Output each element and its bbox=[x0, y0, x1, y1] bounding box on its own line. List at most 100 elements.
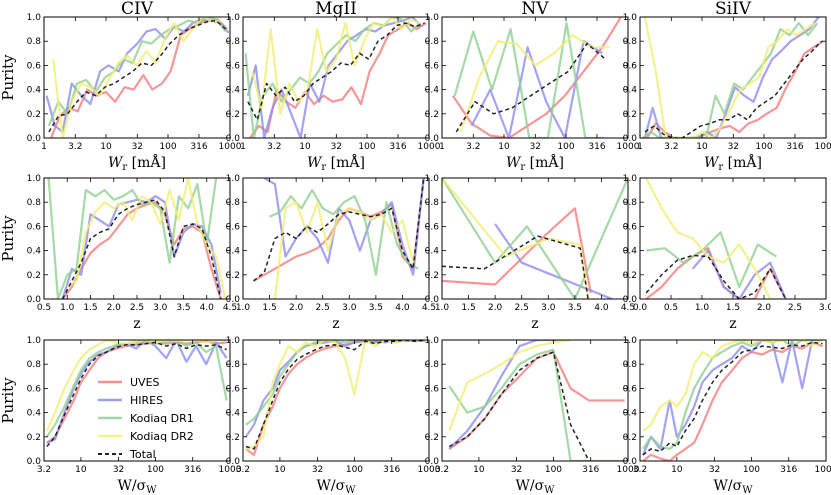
y-tick-label: 1.0 bbox=[425, 174, 440, 184]
y-tick-label: 0.6 bbox=[27, 222, 42, 232]
x-tick-label: 10 bbox=[473, 465, 485, 475]
y-tick-label: 0.4 bbox=[27, 247, 42, 257]
y-tick-label: 0.2 bbox=[425, 110, 439, 120]
panel-siiv-row2: 0.0 0.2 0.4 0.6 0.8 1.0 0.0 0.5 1.0 1.5 2.0 2.5 3.0 z bbox=[623, 174, 831, 332]
y-tick-label: 1.0 bbox=[425, 336, 440, 346]
series-group bbox=[448, 340, 625, 461]
x-tick-label: 3.5 bbox=[176, 303, 190, 313]
series-line-kodiaq-dr1 bbox=[453, 22, 604, 138]
x-axis-label-main: z bbox=[133, 316, 140, 332]
series-line-kodiaq-dr2 bbox=[66, 178, 227, 299]
series-line-kodiaq-dr2 bbox=[251, 17, 421, 115]
series-line-kodiaq-dr2 bbox=[459, 34, 610, 133]
x-tick-label: 100 bbox=[147, 465, 164, 475]
y-tick-label: 0.4 bbox=[425, 409, 440, 419]
series-line-kodiaq-dr1 bbox=[47, 178, 218, 299]
x-tick-label: 2.5 bbox=[316, 303, 330, 313]
x-tick-label: 0.5 bbox=[37, 303, 51, 313]
panel-frame bbox=[441, 339, 629, 462]
panel-nv-row1: 0.0 0.2 0.4 0.6 0.8 1.0 1 3.2 10 32 100 316 1000 Wr [… bbox=[425, 0, 640, 173]
y-tick-label: 0.0 bbox=[27, 295, 42, 305]
y-tick-label: 1.0 bbox=[27, 336, 42, 346]
x-tick-label: 1000 bbox=[617, 465, 640, 475]
series-line-total bbox=[253, 178, 425, 282]
x-tick-label: 3.0 bbox=[819, 303, 831, 313]
panel-civ-row2: 0.0 0.2 0.4 0.6 0.8 1.0 0.5 1.0 1.5 2.0 2.5 3.0 3.5 4… bbox=[0, 174, 237, 332]
panel-siiv-row1: 0.0 0.2 0.4 0.6 0.8 1.0 1 3.2 10 32 100 316 1000 Wr [… bbox=[623, 0, 831, 173]
x-tick-label: 3.5 bbox=[568, 303, 582, 313]
x-axis-label-main: z bbox=[729, 316, 736, 332]
x-tick-label: 1 bbox=[41, 142, 47, 152]
x-tick-label: 32 bbox=[331, 142, 342, 152]
y-tick-label: 0.4 bbox=[425, 86, 440, 96]
x-axis-label: W/σW bbox=[516, 478, 556, 495]
series-line-hires bbox=[448, 340, 571, 450]
x-tick-label: 10 bbox=[299, 142, 311, 152]
series-group bbox=[45, 340, 228, 447]
x-tick-label: 316 bbox=[588, 142, 605, 152]
series-line-total bbox=[448, 351, 590, 461]
x-tick-label: 316 bbox=[780, 465, 797, 475]
x-tick-label: 2.0 bbox=[107, 303, 122, 313]
x-axis-label-main: W/σ bbox=[516, 478, 545, 494]
x-axis-label-unit: [mÅ] bbox=[723, 153, 762, 171]
series-group bbox=[641, 340, 824, 461]
x-axis-label: Wr [mÅ] bbox=[307, 153, 365, 173]
x-tick-label: 2.5 bbox=[515, 303, 529, 313]
x-tick-label: 316 bbox=[383, 465, 400, 475]
series-line-kodiaq-dr1 bbox=[269, 189, 419, 276]
x-axis-label-main: W/σ bbox=[118, 478, 147, 494]
series-line-uves bbox=[442, 207, 592, 294]
panel-title-mgii: MgII bbox=[315, 0, 357, 19]
y-tick-label: 0.0 bbox=[226, 134, 241, 144]
x-tick-label: 1.5 bbox=[461, 303, 475, 313]
series-line-total bbox=[245, 340, 426, 450]
x-tick-label: 32 bbox=[113, 465, 124, 475]
x-tick-label: 4.5 bbox=[621, 303, 635, 313]
x-tick-label: 100 bbox=[557, 142, 574, 152]
x-tick-label: 1000 bbox=[617, 142, 640, 152]
y-tick-label: 0.8 bbox=[27, 37, 42, 47]
y-tick-label: 0.0 bbox=[226, 295, 241, 305]
series-line-total bbox=[61, 199, 222, 299]
series-line-kodiaq-dr2 bbox=[643, 17, 816, 138]
y-tick-label: 0.8 bbox=[226, 360, 241, 370]
x-tick-label: 10 bbox=[498, 142, 510, 152]
y-tick-label: 0.4 bbox=[27, 86, 42, 96]
y-tick-label: 0.4 bbox=[425, 247, 440, 257]
panel-mgii-row1: 0.0 0.2 0.4 0.6 0.8 1.0 1 3.2 10 32 100 316 1000 Wr [… bbox=[226, 0, 441, 173]
x-axis-label-sub: r bbox=[520, 162, 525, 173]
panel-nv-row3: 0.0 0.2 0.4 0.6 0.8 1.0 3.2 10 32 100 316 1000 W/σW bbox=[425, 336, 640, 495]
series-line-uves bbox=[646, 40, 824, 138]
y-tick-label: 0.4 bbox=[226, 409, 241, 419]
x-tick-label: 32 bbox=[728, 142, 739, 152]
x-tick-label: 32 bbox=[511, 465, 522, 475]
y-tick-label: 0.8 bbox=[623, 360, 638, 370]
y-tick-label: 0.6 bbox=[425, 384, 440, 394]
series-line-total bbox=[642, 341, 823, 456]
x-tick-label: 32 bbox=[132, 142, 143, 152]
x-axis-label-main: W/σ bbox=[714, 478, 743, 494]
y-tick-label: 0.6 bbox=[27, 61, 42, 71]
legend-label-kodiaq-dr1: Kodiaq DR1 bbox=[130, 412, 194, 425]
y-tick-label: 0.0 bbox=[27, 457, 42, 467]
x-axis-label: z bbox=[133, 316, 140, 332]
x-axis-label: W/σW bbox=[317, 478, 357, 495]
x-tick-label: 1.0 bbox=[435, 303, 450, 313]
series-line-uves bbox=[245, 340, 426, 456]
x-tick-label: 1.5 bbox=[262, 303, 276, 313]
panel-civ-row3: 0.0 0.2 0.4 0.6 0.8 1.0 3.2 10 32 100 316 1000 W/σW P… bbox=[0, 336, 242, 495]
x-tick-label: 10 bbox=[100, 142, 112, 152]
x-tick-label: 3.2 bbox=[664, 142, 678, 152]
x-tick-label: 3.2 bbox=[435, 465, 449, 475]
series-line-uves bbox=[50, 18, 228, 138]
x-axis-label-main: z bbox=[531, 316, 538, 332]
x-tick-label: 3.2 bbox=[68, 142, 82, 152]
x-axis-label-sub: W bbox=[345, 485, 356, 495]
x-tick-label: 4.0 bbox=[594, 303, 609, 313]
y-tick-label: 0.2 bbox=[226, 433, 240, 443]
y-tick-label: 0.6 bbox=[226, 384, 241, 394]
x-tick-label: 100 bbox=[346, 465, 363, 475]
x-tick-label: 100 bbox=[358, 142, 375, 152]
